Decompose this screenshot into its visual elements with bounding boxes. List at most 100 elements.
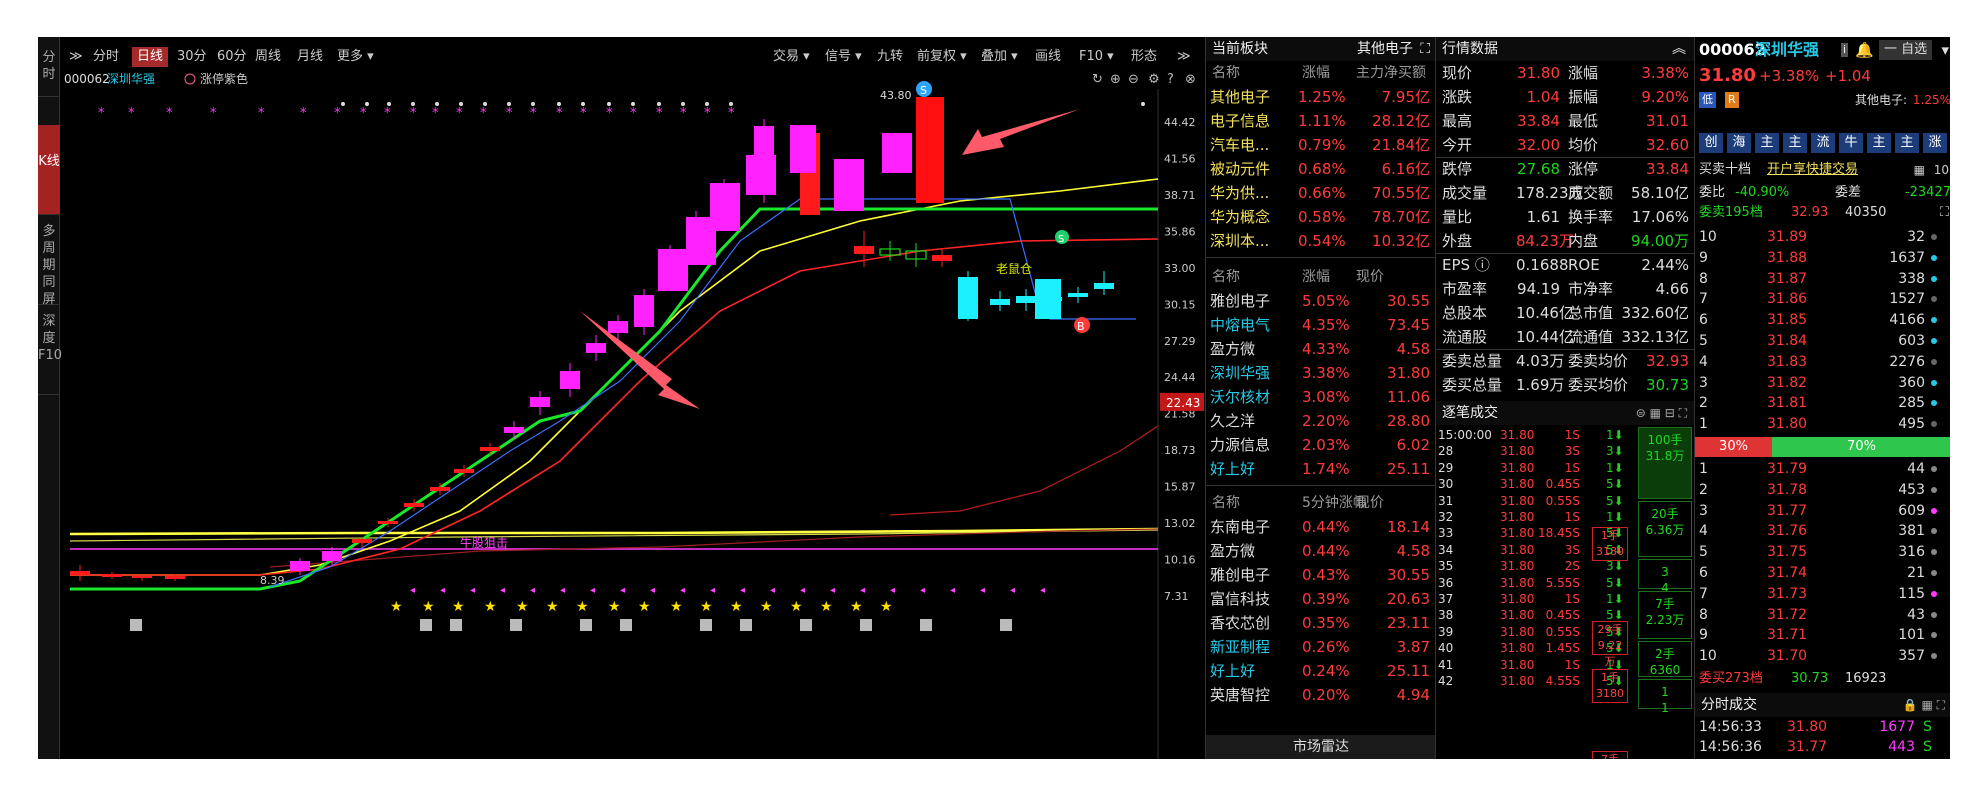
quick-button[interactable]: 涨 — [1923, 133, 1947, 153]
calendar-event-icon[interactable] — [130, 619, 142, 631]
tab-multi-period[interactable]: 多周期同屏 — [38, 215, 60, 307]
calendar-event-icon[interactable] — [620, 619, 632, 631]
calendar-event-icon[interactable] — [510, 619, 522, 631]
table-row[interactable]: 好上好 0.24% 25.11 — [1206, 659, 1436, 683]
table-row[interactable]: 雅创电子 5.05% 30.55 — [1206, 289, 1436, 313]
more-dropdown[interactable]: 更多 ▾ — [337, 49, 374, 64]
tab-kline[interactable]: K线 — [38, 125, 60, 215]
expand-icon[interactable]: ⛶ — [1420, 41, 1430, 57]
quick-button[interactable]: 主 — [1783, 133, 1807, 153]
bid-level-row[interactable]: 9 31.71 101 — [1695, 625, 1950, 645]
calendar-event-icon[interactable] — [450, 619, 462, 631]
trades-tool-icons[interactable]: 🔒 ▦ ⛶ — [1902, 698, 1945, 712]
ask-level-row[interactable]: 6 31.85 4166 — [1695, 310, 1950, 330]
grid-icon[interactable]: ▦ — [1913, 163, 1925, 177]
table-row[interactable]: 香农芯创 0.35% 23.11 — [1206, 611, 1436, 635]
ask-level-row[interactable]: 3 31.82 360 — [1695, 373, 1950, 393]
quick-button[interactable]: 流 — [1811, 133, 1835, 153]
table-row[interactable]: 力源信息 2.03% 6.02 — [1206, 433, 1436, 457]
calendar-event-icon[interactable] — [700, 619, 712, 631]
table-row[interactable]: 富信科技 0.39% 20.63 — [1206, 587, 1436, 611]
help-icon[interactable]: ? — [1167, 72, 1174, 87]
board-sector-name[interactable]: 其他电子 — [1357, 41, 1413, 57]
period-60m[interactable]: 60分 — [217, 49, 247, 64]
bid-level-row[interactable]: 8 31.72 43 — [1695, 605, 1950, 625]
calendar-event-icon[interactable] — [1000, 619, 1012, 631]
f10-menu[interactable]: F10 ▾ — [1079, 49, 1114, 64]
table-row[interactable]: 雅创电子 0.43% 30.55 — [1206, 563, 1436, 587]
collapse-icon[interactable]: ︽ — [1672, 41, 1686, 57]
calendar-event-icon[interactable] — [860, 619, 872, 631]
refresh-icon[interactable]: ↻ — [1092, 72, 1103, 87]
bid-level-row[interactable]: 7 31.73 115 — [1695, 584, 1950, 604]
bid-level-row[interactable]: 4 31.76 381 — [1695, 521, 1950, 541]
info-icon[interactable]: i — [1841, 43, 1849, 57]
draw-line-button[interactable]: 画线 — [1035, 49, 1062, 64]
quick-button[interactable]: 主 — [1895, 133, 1919, 153]
table-row[interactable]: 电子信息 1.11% 28.12亿 — [1206, 109, 1436, 133]
quick-button[interactable]: 主 — [1755, 133, 1779, 153]
calendar-event-icon[interactable] — [420, 619, 432, 631]
ask-level-row[interactable]: 5 31.84 603 — [1695, 331, 1950, 351]
period-day[interactable]: 日线 — [132, 47, 169, 67]
table-row[interactable]: 东南电子 0.44% 18.14 — [1206, 515, 1436, 539]
table-row[interactable]: 其他电子 1.25% 7.95亿 — [1206, 85, 1436, 109]
add-watchlist-button[interactable]: 一 自选 — [1879, 40, 1933, 60]
table-row[interactable]: 深圳华强 3.38% 31.80 — [1206, 361, 1436, 385]
bid-level-row[interactable]: 6 31.74 21 — [1695, 563, 1950, 583]
table-row[interactable]: 久之洋 2.20% 28.80 — [1206, 409, 1436, 433]
bid-level-row[interactable]: 5 31.75 316 — [1695, 542, 1950, 562]
open-account-link[interactable]: 开户享快捷交易 — [1767, 162, 1859, 177]
bid-level-row[interactable]: 1 31.79 44 — [1695, 459, 1950, 479]
ask-level-row[interactable]: 10 31.89 32 — [1695, 227, 1950, 247]
ask-level-row[interactable]: 8 31.87 338 — [1695, 269, 1950, 289]
quick-button[interactable]: 海 — [1727, 133, 1751, 153]
table-row[interactable]: 好上好 1.74% 25.11 — [1206, 457, 1436, 481]
table-row[interactable]: 被动元件 0.68% 6.16亿 — [1206, 157, 1436, 181]
period-week[interactable]: 周线 — [255, 49, 282, 64]
table-row[interactable]: 盈方微 4.33% 4.58 — [1206, 337, 1436, 361]
table-row[interactable]: 汽车电... 0.79% 21.84亿 — [1206, 133, 1436, 157]
ask-level-row[interactable]: 7 31.86 1527 — [1695, 289, 1950, 309]
dropdown-icon[interactable]: ▾ — [1941, 41, 1949, 59]
settings-icon[interactable]: ⚙ — [1148, 72, 1160, 87]
kline-chart[interactable]: 000062 深圳华强 涨停紫色 ↻ ⊕ ⊖ ⚙ ? ⊗ 44.42 41.56 3… — [60, 71, 1205, 759]
trade-menu[interactable]: 交易 ▾ — [773, 49, 810, 64]
bid-level-row[interactable]: 3 31.77 609 — [1695, 501, 1950, 521]
pattern-button[interactable]: 形态 — [1131, 49, 1158, 64]
period-30m[interactable]: 30分 — [177, 49, 207, 64]
quick-button[interactable]: 创 — [1699, 133, 1723, 153]
quick-button[interactable]: 主 — [1867, 133, 1891, 153]
table-row[interactable]: 深圳本... 0.54% 10.32亿 — [1206, 229, 1436, 253]
bid-level-row[interactable]: 10 31.70 357 — [1695, 646, 1950, 666]
collapse-icon[interactable]: ≫ — [1177, 49, 1191, 64]
period-month[interactable]: 月线 — [297, 49, 324, 64]
period-minute[interactable]: 分时 — [93, 49, 120, 64]
ask-level-row[interactable]: 2 31.81 285 — [1695, 393, 1950, 413]
expand-icon[interactable]: ⛶ — [1939, 205, 1949, 220]
nine-turn-button[interactable]: 九转 — [877, 49, 904, 64]
expand-icon[interactable]: ≫ — [69, 49, 83, 64]
zoom-in-icon[interactable]: ⊕ — [1110, 72, 1121, 87]
market-radar-button[interactable]: 市场雷达 — [1206, 735, 1436, 759]
tab-f10[interactable]: 深度F10 — [38, 305, 62, 395]
table-row[interactable]: 英唐智控 0.20% 4.94 — [1206, 683, 1436, 707]
table-row[interactable]: 华为概念 0.58% 78.70亿 — [1206, 205, 1436, 229]
table-row[interactable]: 盈方微 0.44% 4.58 — [1206, 539, 1436, 563]
adjust-menu[interactable]: 前复权 ▾ — [917, 49, 967, 64]
calendar-event-icon[interactable] — [920, 619, 932, 631]
ask-level-row[interactable]: 9 31.88 1637 — [1695, 248, 1950, 268]
signal-menu[interactable]: 信号 ▾ — [825, 49, 862, 64]
level-count-icon[interactable]: 10 — [1933, 163, 1949, 177]
tick-tool-icons[interactable]: ⊜ ▦ ⊟ ⛶ — [1635, 406, 1687, 420]
alert-bell-icon[interactable]: 🔔 — [1855, 41, 1874, 59]
tab-fenshi[interactable]: 分时 — [38, 37, 60, 97]
table-row[interactable]: 中熔电气 4.35% 73.45 — [1206, 313, 1436, 337]
table-row[interactable]: 华为供... 0.66% 70.55亿 — [1206, 181, 1436, 205]
ask-level-row[interactable]: 1 31.80 495 — [1695, 414, 1950, 434]
quick-button[interactable]: 牛 — [1839, 133, 1863, 153]
close-icon[interactable]: ⊗ — [1185, 72, 1196, 87]
calendar-event-icon[interactable] — [740, 619, 752, 631]
overlay-menu[interactable]: 叠加 ▾ — [981, 49, 1018, 64]
bid-level-row[interactable]: 2 31.78 453 — [1695, 480, 1950, 500]
